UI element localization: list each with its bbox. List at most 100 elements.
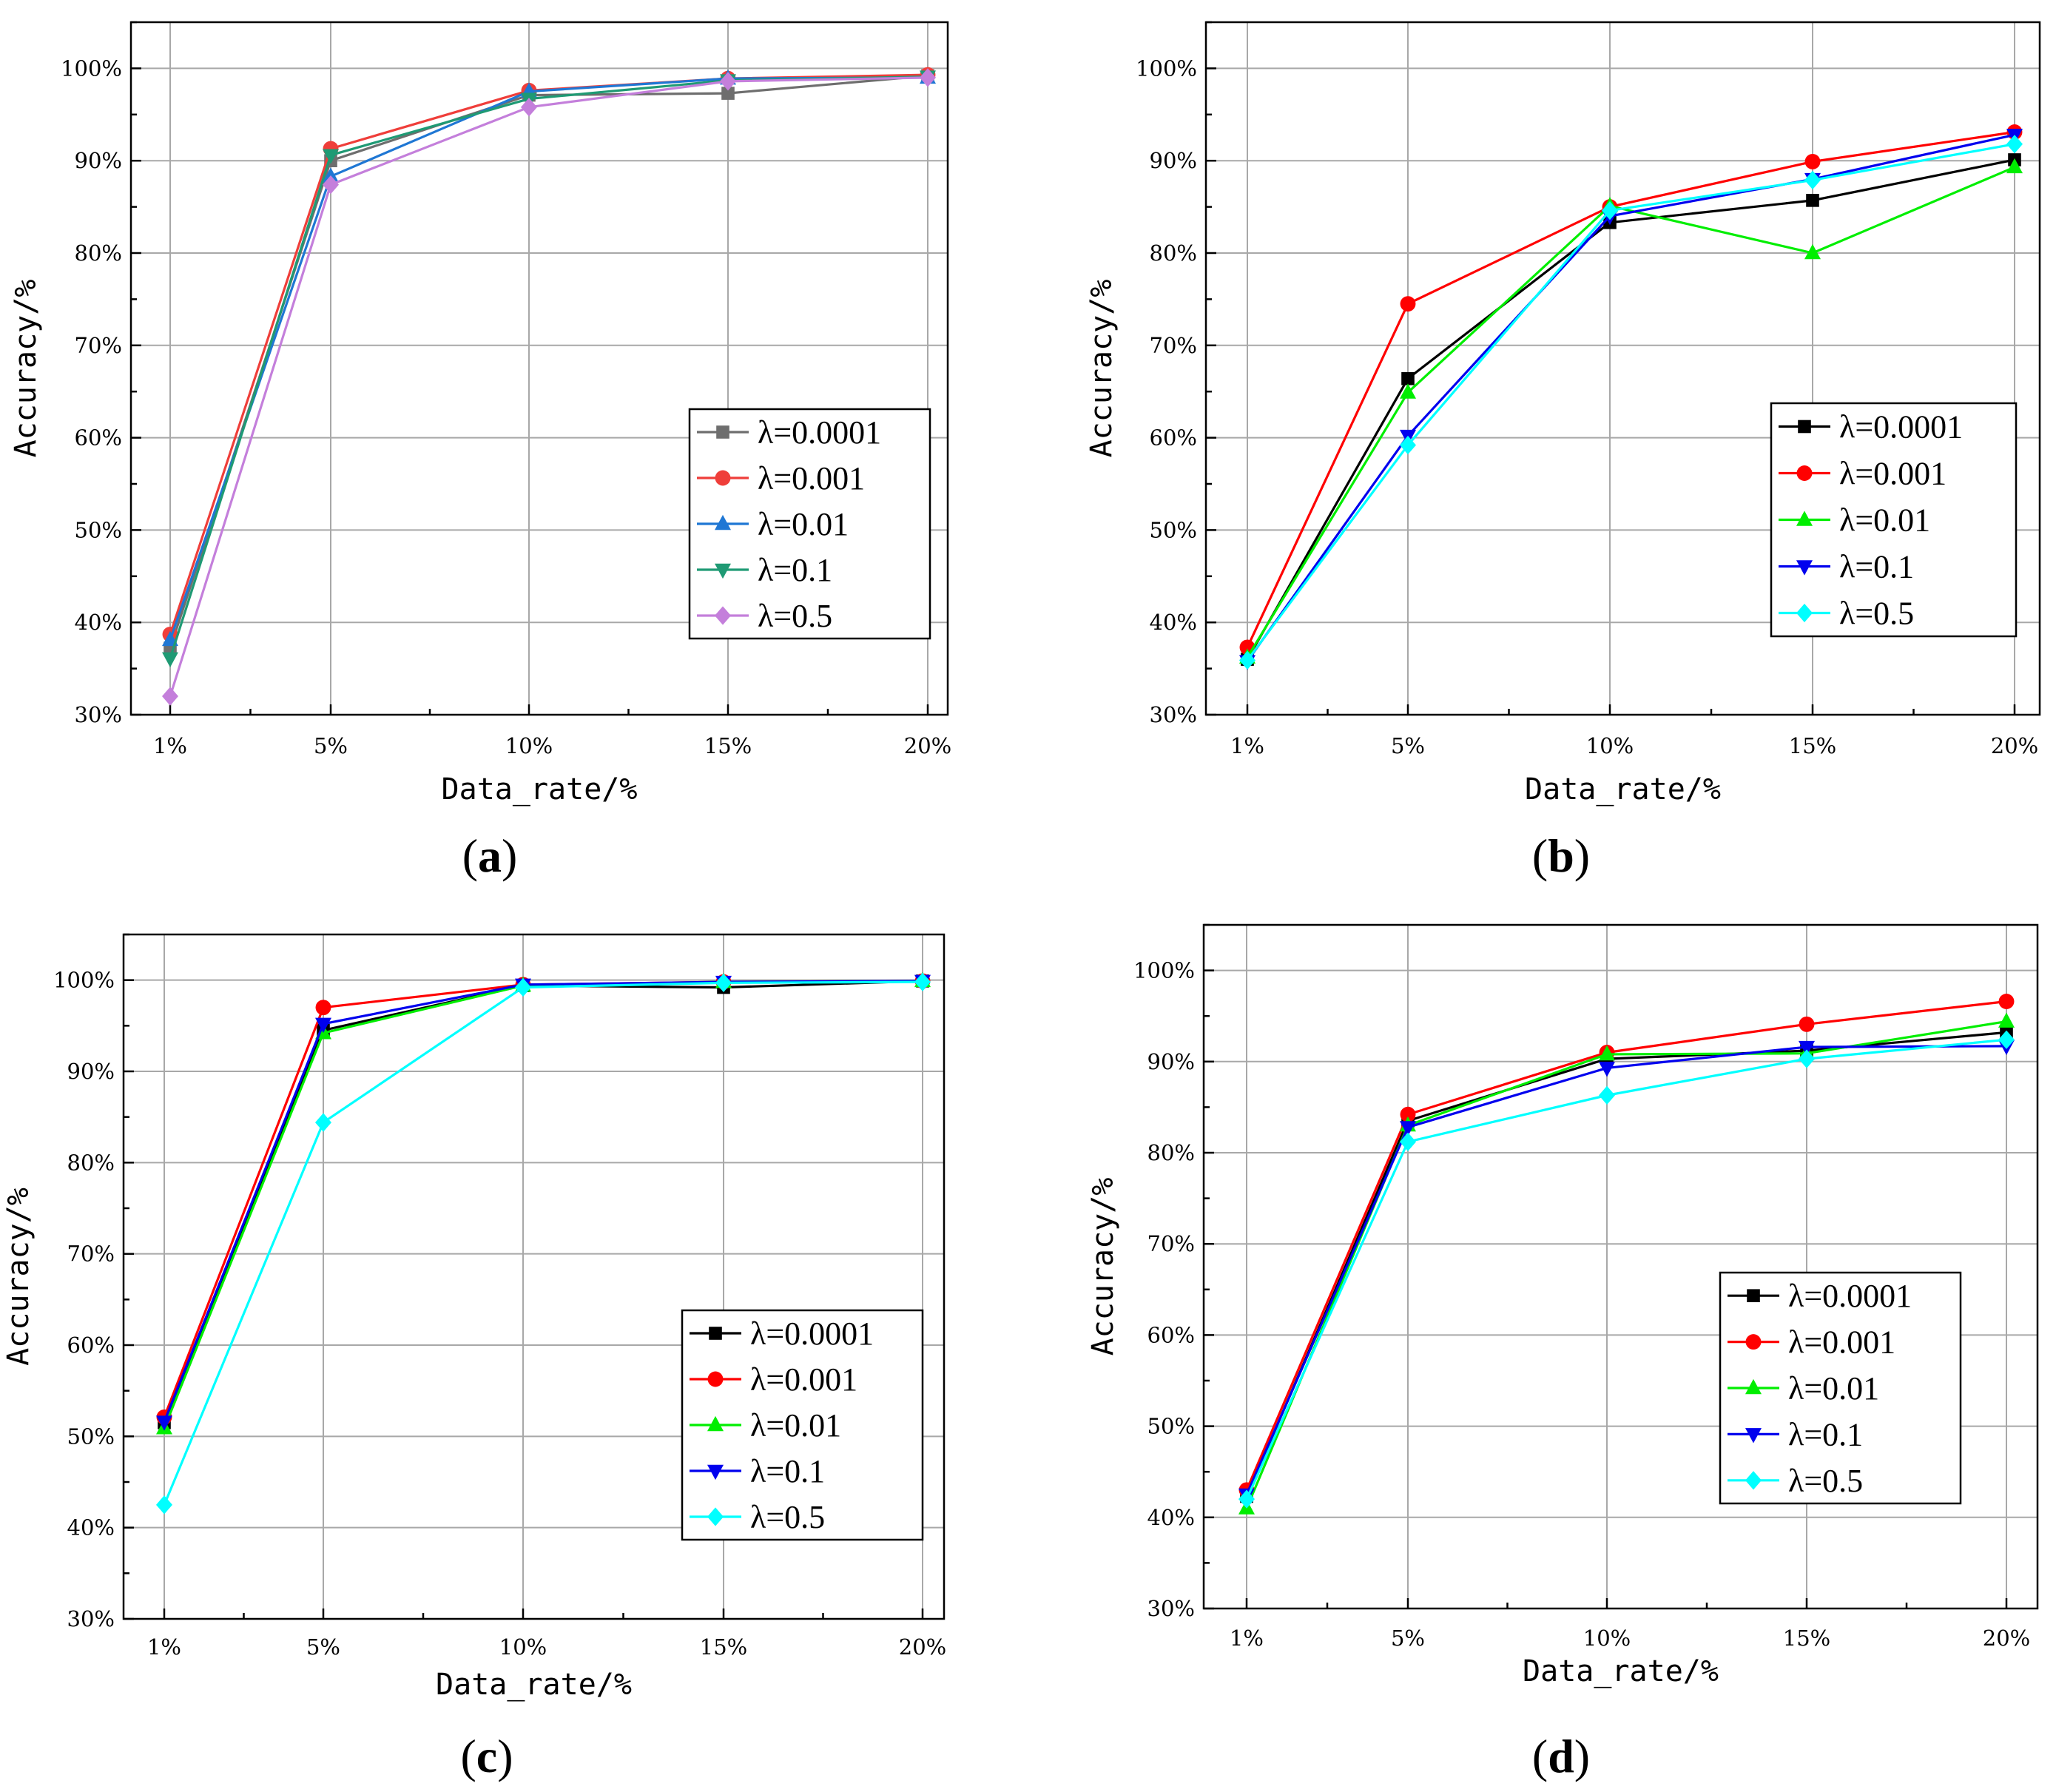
data-point <box>323 175 339 195</box>
y-tick-label: 100% <box>61 55 122 81</box>
legend-marker <box>1745 1471 1762 1490</box>
y-axis-title: Accuracy/% <box>9 280 43 458</box>
legend-marker <box>1796 465 1813 481</box>
legend: λ=0.0001 λ=0.001 λ=0.01 λ=0.1 λ=0.5 <box>1719 1271 1962 1505</box>
x-tick-label: 5% <box>314 733 348 758</box>
chart-panel-c: 30% 40% 50% 60% 70% 80% 90% 100% 1% 5% 10% 15% 20% Da… <box>1 933 946 1782</box>
data-point <box>1400 383 1416 399</box>
data-point <box>1804 170 1821 190</box>
x-tick-label: 15% <box>1789 733 1836 758</box>
y-tick-label: 70% <box>1147 1231 1195 1256</box>
data-point <box>1799 1016 1815 1032</box>
y-tick-label: 50% <box>1147 1414 1195 1439</box>
legend-marker <box>1796 603 1813 623</box>
data-point <box>1238 1489 1255 1509</box>
plot-frame <box>1202 923 2039 1610</box>
legend-marker <box>1796 511 1813 526</box>
chart-panel-a: 30% 40% 50% 60% 70% 80% 90% 100% 1% 5% 10% 15% 20% Da… <box>9 21 951 882</box>
legend-label: λ=0.5 <box>750 1499 825 1535</box>
legend-label: λ=0.0001 <box>1788 1278 1912 1314</box>
x-axis-title: Data_rate/% <box>436 1668 632 1702</box>
x-tick-label: 10% <box>1586 733 1634 758</box>
y-tick-label: 100% <box>53 968 115 993</box>
legend-marker <box>716 425 729 439</box>
legend: λ=0.0001 λ=0.001 λ=0.01 λ=0.1 λ=0.5 <box>688 408 931 640</box>
y-tick-label: 40% <box>67 1515 115 1540</box>
legend: λ=0.0001 λ=0.001 λ=0.01 λ=0.1 λ=0.5 <box>1770 402 2018 638</box>
legend-label: λ=0.5 <box>1788 1463 1863 1499</box>
legend-box <box>1770 402 2018 638</box>
chart-panel-b: 30% 40% 50% 60% 70% 80% 90% 100% 1% 5% 10% 15% 20% Da… <box>1085 21 2041 882</box>
x-tick-label: 20% <box>899 1634 946 1660</box>
data-point <box>1400 1106 1416 1122</box>
panel-label: (a) <box>462 829 518 882</box>
data-point <box>1239 650 1255 670</box>
data-point <box>715 973 732 993</box>
panel-label: (d) <box>1532 1730 1590 1782</box>
legend-label: λ=0.001 <box>750 1361 857 1398</box>
panel-label: (c) <box>460 1730 513 1782</box>
y-tick-label: 90% <box>1150 148 1197 173</box>
data-point <box>162 652 178 667</box>
legend-label: λ=0.0001 <box>1839 409 1963 445</box>
data-point <box>315 1017 331 1033</box>
x-tick-label: 1% <box>147 1634 181 1660</box>
plot-frame <box>1204 21 2041 716</box>
legend-marker <box>715 470 731 486</box>
legend-label: λ=0.001 <box>1839 456 1947 492</box>
legend-label: λ=0.1 <box>1839 549 1914 585</box>
legend-marker <box>1745 1334 1762 1350</box>
x-tick-label: 15% <box>1783 1626 1830 1651</box>
x-tick-label: 10% <box>505 733 553 758</box>
legend-marker <box>1745 1378 1762 1395</box>
y-tick-label: 80% <box>67 1150 115 1175</box>
legend-marker <box>715 514 731 530</box>
y-tick-label: 100% <box>1133 958 1195 983</box>
data-point <box>1602 201 1618 220</box>
y-tick-label: 90% <box>75 148 122 173</box>
data-point <box>323 149 339 164</box>
x-axis-title: Data_rate/% <box>1525 772 1721 806</box>
y-tick-label: 30% <box>67 1606 115 1631</box>
panel-label: (b) <box>1532 829 1590 882</box>
y-tick-label: 40% <box>1147 1505 1195 1530</box>
y-tick-label: 60% <box>67 1333 115 1358</box>
plot-area <box>1204 925 2038 1609</box>
y-tick-label: 90% <box>67 1059 115 1084</box>
y-tick-label: 70% <box>1150 333 1197 358</box>
y-tick-label: 80% <box>1147 1140 1195 1165</box>
x-tick-label: 10% <box>1583 1626 1631 1651</box>
legend-label: λ=0.1 <box>750 1453 825 1489</box>
y-tick-label: 80% <box>75 240 122 266</box>
legend-label: λ=0.1 <box>758 552 832 588</box>
data-point <box>315 1000 331 1016</box>
data-point <box>1400 296 1416 312</box>
x-tick-label: 5% <box>1391 1626 1425 1651</box>
y-tick-label: 60% <box>1147 1322 1195 1347</box>
legend: λ=0.0001 λ=0.001 λ=0.01 λ=0.1 λ=0.5 <box>681 1309 924 1541</box>
y-tick-label: 80% <box>1150 240 1197 266</box>
x-tick-label: 5% <box>306 1634 340 1660</box>
y-axis-title: Accuracy/% <box>1086 1178 1120 1356</box>
data-point <box>1401 371 1415 385</box>
data-point <box>1804 243 1821 260</box>
legend-label: λ=0.1 <box>1788 1416 1863 1452</box>
y-tick-label: 90% <box>1147 1049 1195 1074</box>
data-point <box>1799 1040 1815 1057</box>
legend-label: λ=0.01 <box>758 506 849 542</box>
data-point <box>721 87 735 100</box>
legend-label: λ=0.5 <box>758 598 832 634</box>
legend-label: λ=0.0001 <box>750 1316 874 1352</box>
data-point <box>914 972 931 991</box>
y-tick-label: 30% <box>1150 702 1197 727</box>
y-tick-label: 70% <box>75 333 122 358</box>
legend-marker <box>715 606 731 625</box>
y-tick-label: 30% <box>1147 1596 1195 1621</box>
x-tick-label: 20% <box>1991 733 2038 758</box>
x-axis-title: Data_rate/% <box>442 772 638 806</box>
data-point <box>1998 994 2015 1009</box>
data-point <box>1599 1085 1615 1105</box>
x-tick-label: 5% <box>1391 733 1425 758</box>
legend-label: λ=0.0001 <box>758 414 881 451</box>
y-tick-label: 100% <box>1136 55 1197 81</box>
